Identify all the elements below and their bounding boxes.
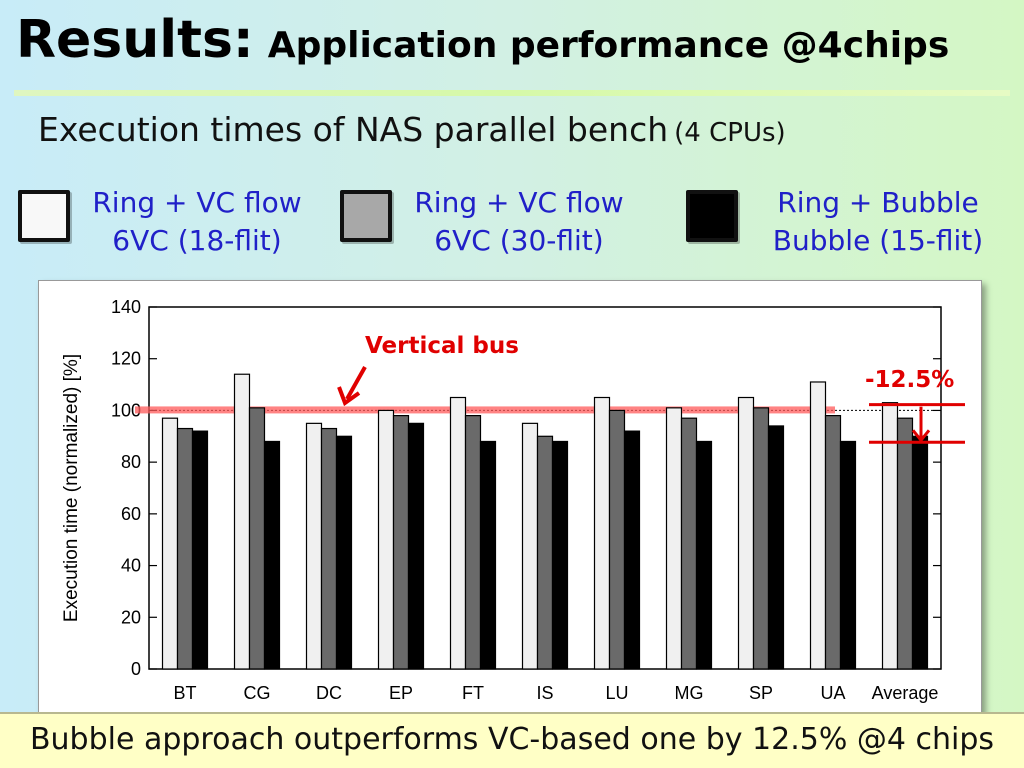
bar-is-s3 (551, 440, 569, 670)
subtitle-paren: (4 CPUs) (674, 118, 786, 148)
x-tick-label: BT (173, 683, 196, 703)
bar-ep-s2 (392, 415, 410, 670)
x-tick-label: Average (872, 683, 939, 703)
title-sub: Application performance @4chips (267, 25, 950, 66)
legend-label-2: Ring + VC flow 6VC (30-flit) (414, 186, 624, 257)
bar-ft-s1 (449, 396, 467, 670)
y-tick-label: 120 (111, 349, 141, 369)
bar-lu-s1 (593, 396, 611, 670)
legend-swatch-white (18, 190, 70, 242)
bar-ft-s2 (464, 415, 482, 670)
bar-bt-s1 (161, 417, 179, 670)
bar-sp-s1 (737, 396, 755, 670)
y-tick-label: 20 (121, 607, 141, 627)
legend-swatch-black (686, 190, 738, 242)
x-tick-label: DC (316, 683, 342, 703)
x-tick-label: FT (462, 683, 484, 703)
bar-bt-s3 (191, 430, 209, 670)
bar-lu-s2 (608, 409, 626, 670)
x-tick-label: LU (605, 683, 628, 703)
y-tick-label: 100 (111, 400, 141, 420)
bar-cg-s2 (248, 407, 266, 670)
bar-mg-s1 (665, 407, 683, 670)
legend-label-3: Ring + Bubble Bubble (15-flit) (772, 186, 984, 257)
bar-is-s1 (521, 422, 539, 670)
bar-average-s3 (911, 435, 929, 670)
title-underline (14, 90, 1010, 96)
legend-label-1: Ring + VC flow 6VC (18-flit) (92, 186, 302, 257)
y-axis-label: Execution time (normalized) [%] (61, 354, 82, 622)
bar-ft-s3 (479, 440, 497, 670)
y-tick-label: 60 (121, 504, 141, 524)
chart-panel: 0 20 40 60 80 100 120 140 Execution time (normal… (38, 280, 982, 714)
bar-dc-s3 (335, 435, 353, 670)
legend-swatch-gray (340, 190, 392, 242)
bar-sp-s3 (767, 425, 785, 670)
y-tick-label: 0 (131, 659, 141, 679)
bar-ua-s1 (809, 381, 827, 670)
bar-sp-s2 (752, 407, 770, 670)
x-tick-label: MG (675, 683, 704, 703)
x-tick-label: UA (820, 683, 845, 703)
reduction-label: -12.5% (865, 367, 954, 393)
x-tick-label: CG (244, 683, 271, 703)
footer-banner: Bubble approach outperforms VC-based one… (0, 712, 1024, 768)
bar-cg-s1 (233, 373, 251, 670)
bar-dc-s1 (305, 422, 323, 670)
bar-lu-s3 (623, 430, 641, 670)
vertical-bus-arrow-head (337, 386, 361, 407)
bar-chart: 0 20 40 60 80 100 120 140 Execution time (normal… (61, 297, 965, 703)
bar-bt-s2 (176, 427, 194, 670)
bar-average-s2 (896, 417, 914, 670)
bar-mg-s3 (695, 440, 713, 670)
bar-mg-s2 (680, 417, 698, 670)
vertical-bus-arrow-shaft (345, 366, 367, 400)
x-tick-label: EP (389, 683, 413, 703)
bar-is-s2 (536, 435, 554, 670)
vertical-bus-label: Vertical bus (365, 333, 519, 359)
bar-ua-s3 (839, 440, 857, 670)
y-tick-label: 140 (111, 297, 141, 317)
y-tick-label: 80 (121, 452, 141, 472)
x-tick-label: IS (536, 683, 553, 703)
bar-dc-s2 (320, 427, 338, 670)
x-tick-label: SP (749, 683, 773, 703)
vertical-bus-band (135, 406, 835, 414)
subtitle-main: Execution times of NAS parallel bench (38, 110, 669, 149)
footer-text: Bubble approach outperforms VC-based one… (29, 722, 995, 757)
bar-cg-s3 (263, 440, 281, 670)
bar-ep-s1 (377, 409, 395, 670)
slide-title: Results: Application performance @4chips (16, 10, 949, 70)
y-tick-label: 40 (121, 556, 141, 576)
reduction-arrow-head (911, 429, 931, 443)
bar-ep-s3 (407, 422, 425, 670)
bar-ua-s2 (824, 415, 842, 670)
slide-subtitle: Execution times of NAS parallel bench (4 … (38, 110, 786, 149)
title-main: Results: (16, 10, 254, 70)
